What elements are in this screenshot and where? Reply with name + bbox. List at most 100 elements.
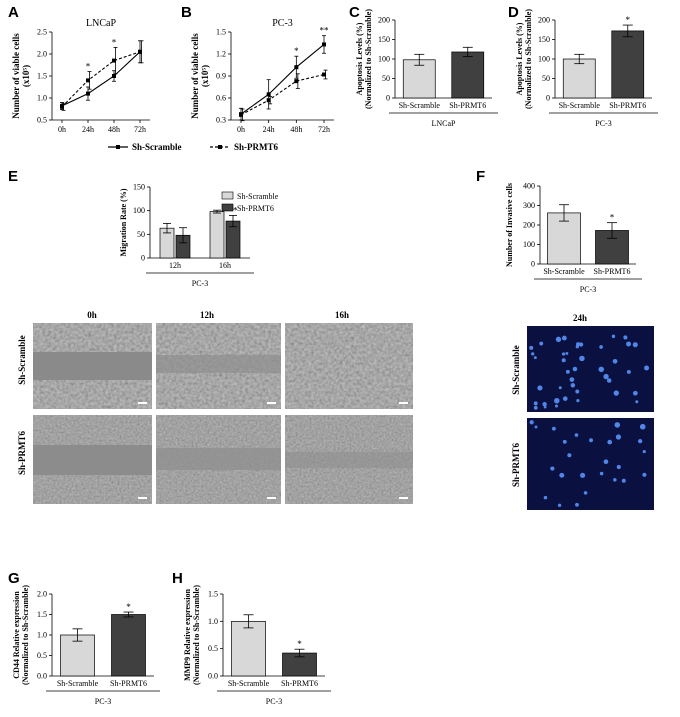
y-tick-label: 150 <box>538 35 550 44</box>
group-label: PC-3 <box>192 279 208 288</box>
invasive-cell <box>599 345 603 349</box>
invasive-cell <box>578 342 584 347</box>
invasive-cell <box>642 472 647 477</box>
panel-label-c: C <box>349 4 360 21</box>
y-axis-unit: (x10⁵) <box>21 65 31 87</box>
x-tick-label: 48h <box>108 125 120 134</box>
invasive-cell <box>635 400 639 404</box>
bar <box>562 58 596 99</box>
y-tick-label: 0 <box>546 94 550 103</box>
invasive-cell <box>531 352 535 356</box>
apoptosis-chart-lncap: 0 50 100 150 200 Apoptosis Levels (%) (Normali… <box>355 9 498 128</box>
bar <box>451 51 485 99</box>
invasive-cell <box>599 471 604 476</box>
migration-legend: Sh-Scramble Sh-PRMT6 <box>221 191 279 213</box>
y-tick-label: 1.5 <box>208 590 218 599</box>
y-tick-label: 50 <box>542 74 550 83</box>
invasive-cell <box>570 383 576 388</box>
mmp9-chart: 0.0 0.5 1.0 1.5 MMP9 Relative expression (Nor… <box>183 585 331 706</box>
chart-title: LNCaP <box>86 18 116 29</box>
y-tick-label: 1.0 <box>208 617 218 626</box>
y-tick-label: 100 <box>523 240 535 249</box>
invasive-cell <box>542 401 547 407</box>
bar <box>402 59 436 99</box>
y-axis-label: Apoptosis Levels (%) <box>355 22 364 95</box>
y-tick-label: 0.0 <box>37 672 47 681</box>
invasive-cell <box>638 439 643 444</box>
panel-label-e: E <box>8 168 18 185</box>
wound-healing-micrographs: 0h 12h 16h Sh-Scramble Sh-PRMT6 <box>17 310 413 504</box>
invasive-cell <box>533 401 538 406</box>
significance-mark: ** <box>320 26 330 36</box>
y-axis-sublabel: (Normalized to Sh-Scramble) <box>364 9 373 109</box>
invasive-cell <box>574 433 579 437</box>
invasive-cell <box>575 389 580 394</box>
invasive-cell <box>613 390 619 396</box>
invasive-cell <box>603 373 609 380</box>
invasion-images: 24h Sh-Scramble Sh-PRMT6 <box>511 313 654 510</box>
y-tick-label: 0.5 <box>37 651 47 660</box>
significance-mark: * <box>610 213 615 223</box>
invasive-cell <box>580 472 586 478</box>
bar <box>595 230 629 265</box>
y-axis-label: Number of Invasive cells <box>505 183 514 267</box>
y-tick-label: 1.0 <box>37 631 47 640</box>
micro-col-16h: 16h <box>335 310 349 320</box>
significance-mark: * <box>112 37 117 47</box>
significance-mark: * <box>626 15 631 25</box>
invasive-cell <box>598 366 605 373</box>
cd44-chart: 0.0 0.5 1.0 1.5 2.0 CD44 Relative expression(… <box>12 585 160 706</box>
invasive-cell <box>561 352 566 356</box>
invasive-cell <box>533 356 537 360</box>
chart-title: PC-3 <box>272 18 293 29</box>
invasion-row-prmt6: Sh-PRMT6 <box>511 443 521 488</box>
x-tick-label: 0h <box>237 125 245 134</box>
y-tick-label: 50 <box>137 230 145 239</box>
x-tick-label: 24h <box>263 125 275 134</box>
x-tick-label: Sh-PRMT6 <box>110 679 147 688</box>
invasive-cell <box>575 345 579 349</box>
data-point <box>112 74 116 78</box>
invasive-cell <box>543 495 548 500</box>
data-point <box>266 98 271 103</box>
invasive-cell <box>550 466 555 471</box>
invasive-cell <box>616 464 621 470</box>
x-tick-label: Sh-Scramble <box>559 101 601 110</box>
invasive-cell <box>537 385 543 391</box>
invasive-cell <box>555 336 562 343</box>
y-tick-label: 100 <box>378 55 390 64</box>
x-tick-label: Sh-PRMT6 <box>449 101 486 110</box>
x-tick-label: Sh-PRMT6 <box>609 101 646 110</box>
y-tick-label: 2.0 <box>37 50 47 59</box>
legend-marker-scramble <box>116 145 120 149</box>
y-tick-label: 0 <box>386 94 390 103</box>
y-tick-label: 50 <box>382 74 390 83</box>
data-point <box>138 49 142 54</box>
bar <box>60 634 95 677</box>
invasive-cell <box>572 366 578 372</box>
y-axis-label: MMP9 Relative expression <box>183 589 192 681</box>
invasive-cell <box>611 334 616 339</box>
y-tick-label: 1.5 <box>37 610 47 619</box>
micro-col-0h: 0h <box>87 310 97 320</box>
invasive-cell <box>561 335 567 341</box>
y-tick-label: 1.5 <box>37 72 47 81</box>
y-axis-sublabel: (Normalized to Sh-Scramble) <box>21 585 30 685</box>
group-label: PC-3 <box>580 285 596 294</box>
y-tick-label: 1.2 <box>216 50 226 59</box>
invasive-cell <box>603 459 609 465</box>
legend-label-scramble: Sh-Scramble <box>132 142 182 152</box>
invasive-cell <box>632 342 638 348</box>
invasive-cell <box>554 397 560 404</box>
invasive-cell <box>565 369 570 374</box>
y-tick-label: 400 <box>523 182 535 191</box>
series-line-1 <box>61 51 141 108</box>
invasive-cell <box>561 358 566 363</box>
panel-label-a: A <box>8 4 19 21</box>
y-axis-label: Number of viable cells <box>11 33 21 119</box>
y-axis-unit: (x10⁵) <box>200 65 210 87</box>
significance-mark: * <box>294 46 299 56</box>
y-axis-label: Migration Rate (%) <box>119 188 128 256</box>
micrograph-scramble-16h <box>285 323 413 409</box>
invasive-cell <box>623 335 628 340</box>
